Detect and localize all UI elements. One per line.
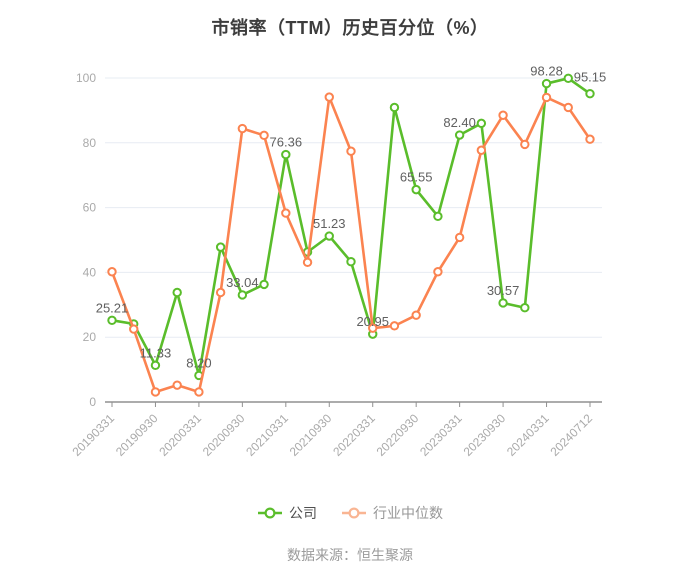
- svg-text:20: 20: [83, 330, 97, 344]
- svg-text:33.04: 33.04: [226, 275, 259, 290]
- svg-text:20240712: 20240712: [547, 411, 595, 459]
- svg-text:20230331: 20230331: [417, 411, 465, 459]
- svg-text:25.21: 25.21: [96, 300, 129, 315]
- svg-text:95.15: 95.15: [574, 70, 607, 85]
- svg-text:20230930: 20230930: [461, 411, 509, 459]
- svg-text:20240331: 20240331: [504, 411, 552, 459]
- svg-text:100: 100: [76, 71, 96, 85]
- legend: 公司 行业中位数: [0, 503, 700, 523]
- svg-text:11.33: 11.33: [140, 345, 172, 360]
- svg-text:20220930: 20220930: [374, 411, 422, 459]
- svg-text:80: 80: [83, 136, 97, 150]
- svg-text:20190930: 20190930: [113, 411, 161, 459]
- company-line-marker-icon: [258, 507, 282, 519]
- legend-item-industry[interactable]: 行业中位数: [341, 503, 443, 523]
- svg-text:51.23: 51.23: [313, 216, 346, 231]
- svg-text:8.20: 8.20: [186, 355, 211, 370]
- line-chart: 0 20 40 60 80 100 2019033120190930202003312020…: [69, 64, 607, 459]
- data-source-note: 数据来源：恒生聚源: [287, 547, 413, 563]
- svg-text:30.57: 30.57: [487, 283, 520, 298]
- industry-line-marker-icon: [342, 507, 366, 519]
- svg-text:20220331: 20220331: [330, 411, 378, 459]
- svg-text:0: 0: [89, 395, 96, 409]
- svg-text:20200331: 20200331: [156, 411, 204, 459]
- svg-text:20210331: 20210331: [243, 411, 291, 459]
- legend-label-company: 公司: [289, 505, 317, 521]
- svg-text:82.40: 82.40: [443, 115, 476, 130]
- legend-item-company[interactable]: 公司: [257, 503, 317, 523]
- svg-text:98.28: 98.28: [530, 64, 563, 79]
- svg-text:40: 40: [83, 265, 97, 279]
- svg-text:20210930: 20210930: [287, 411, 335, 459]
- svg-text:20.95: 20.95: [356, 314, 389, 329]
- svg-text:76.36: 76.36: [270, 135, 303, 150]
- svg-text:60: 60: [83, 201, 97, 215]
- svg-text:20190331: 20190331: [69, 411, 117, 459]
- chart-title: 市销率（TTM）历史百分位（%）: [211, 18, 489, 38]
- svg-text:20200930: 20200930: [200, 411, 248, 459]
- svg-text:65.55: 65.55: [400, 170, 433, 185]
- legend-label-industry: 行业中位数: [373, 505, 443, 521]
